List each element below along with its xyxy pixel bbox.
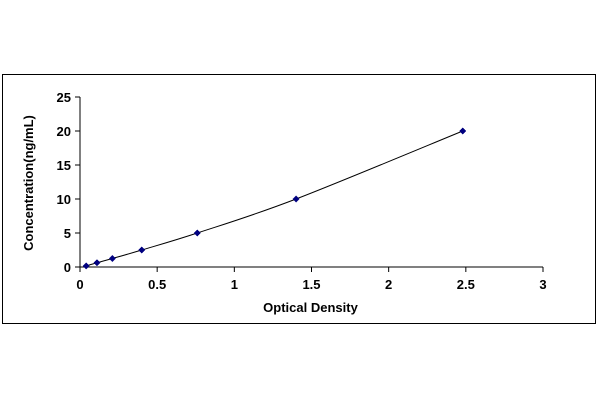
data-point — [82, 262, 90, 270]
x-tick-label: 2 — [385, 277, 392, 292]
data-point — [193, 229, 201, 237]
data-point — [93, 259, 101, 267]
trend-curve-layer — [86, 130, 463, 267]
x-tick-label: 1 — [231, 277, 238, 292]
y-tick-label: 0 — [64, 260, 71, 275]
x-tick-label: 3 — [539, 277, 546, 292]
x-tick-label: 0.5 — [148, 277, 166, 292]
data-point — [138, 246, 146, 254]
y-tick-label: 5 — [64, 226, 71, 241]
x-tick-label: 2.5 — [457, 277, 475, 292]
x-tick-label: 0 — [76, 277, 83, 292]
tick-labels-layer: 0 5 10 15 20 25 0 0.5 1 1.5 2 2.5 3 — [57, 90, 547, 292]
axes — [75, 96, 544, 272]
data-points-layer — [82, 127, 467, 270]
data-point — [108, 254, 116, 263]
data-point — [459, 127, 467, 135]
y-tick-label: 25 — [57, 90, 71, 105]
x-tick-label: 1.5 — [302, 277, 320, 292]
chart-frame: 0 5 10 15 20 25 0 0.5 1 1.5 2 2.5 3 Optical Density … — [2, 74, 596, 324]
y-tick-label: 15 — [57, 158, 71, 173]
x-axis-title: Optical Density — [263, 300, 358, 315]
trend-curve — [86, 130, 463, 267]
data-point — [292, 195, 300, 203]
y-tick-label: 10 — [57, 192, 71, 207]
y-tick-label: 20 — [57, 124, 71, 139]
y-axis-title: Concentration(ng/mL) — [21, 115, 36, 251]
